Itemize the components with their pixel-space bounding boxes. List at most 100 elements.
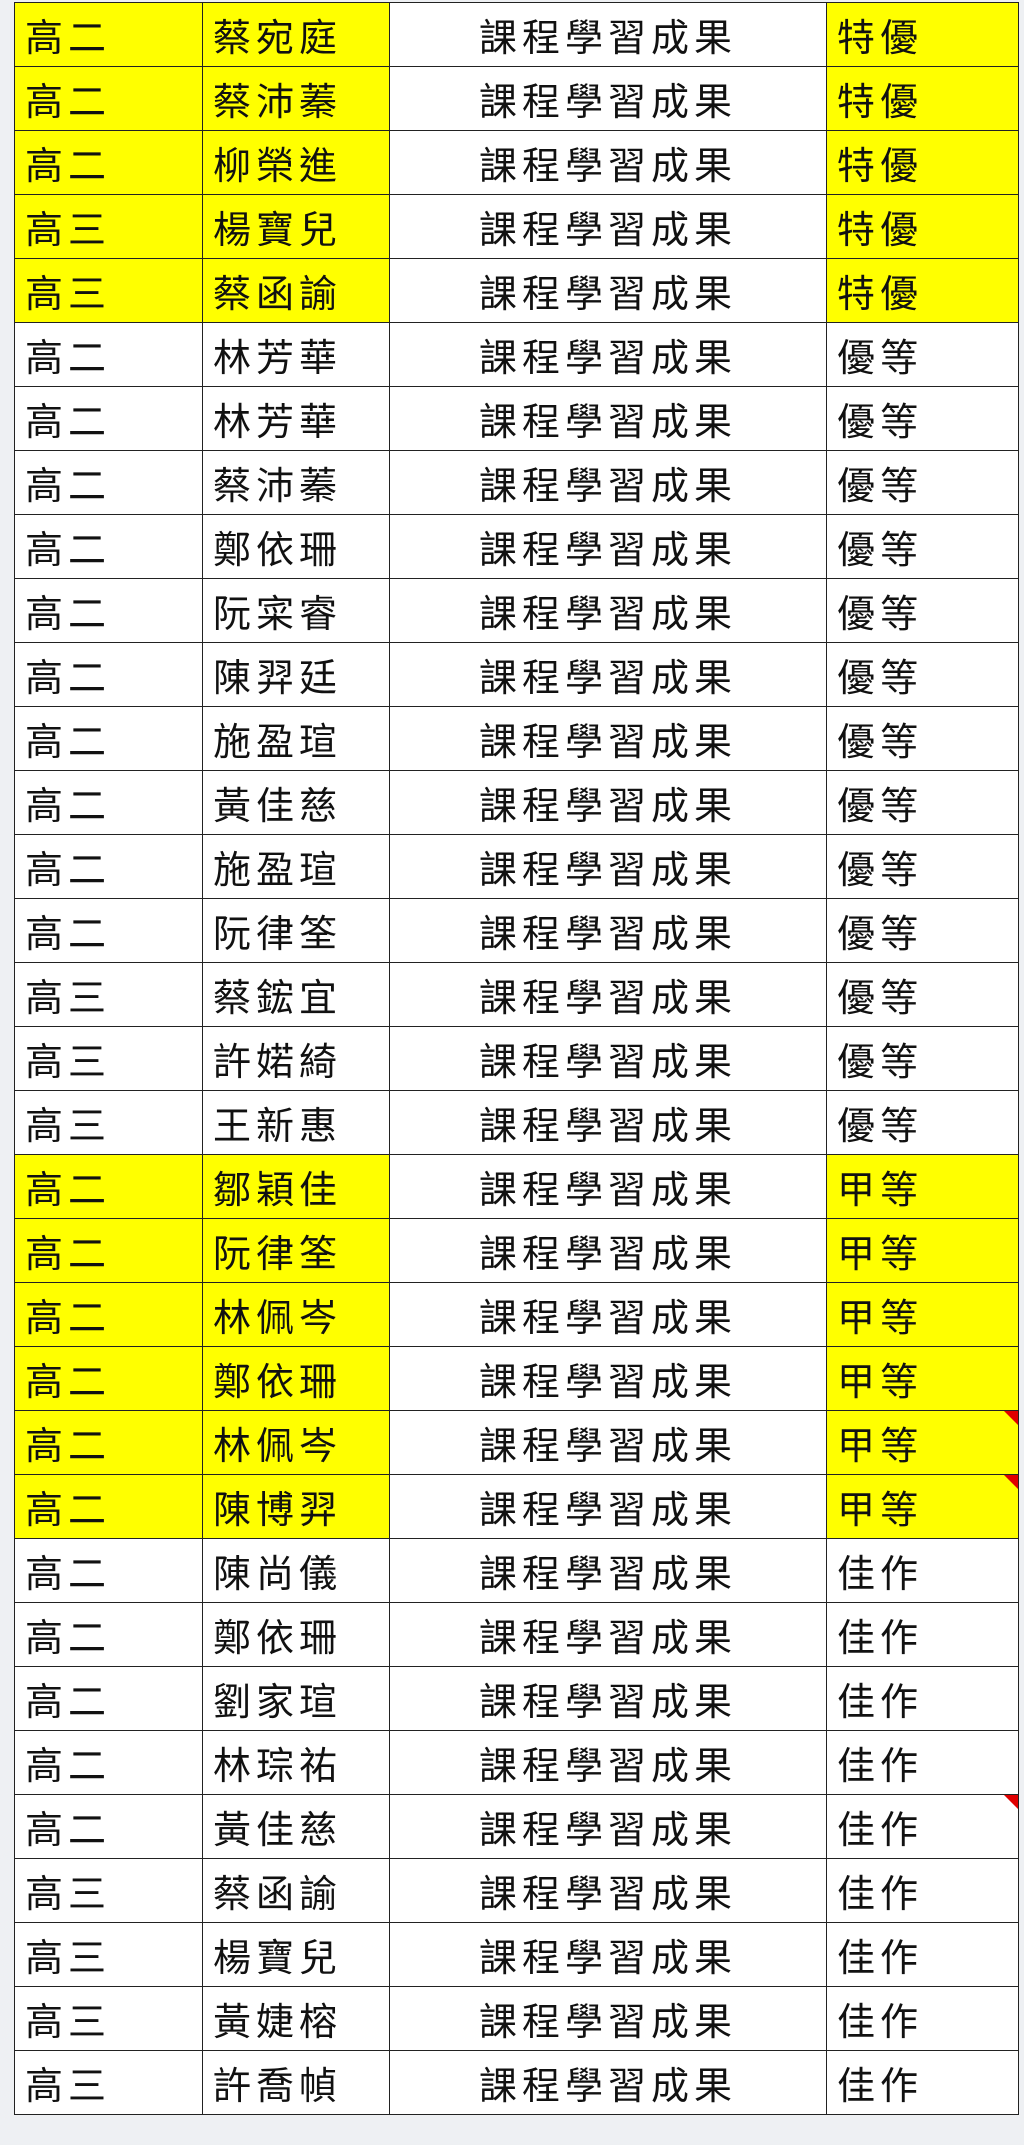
- grade-cell: 高二: [14, 1474, 203, 1539]
- grade-cell: 高二: [14, 642, 203, 707]
- table-row: 高三 黃婕榕 課程學習成果 佳作: [14, 1986, 1019, 2051]
- grade-cell: 高二: [14, 1282, 203, 1347]
- table-row: 高二 陳尚儀 課程學習成果 佳作: [14, 1538, 1019, 1603]
- category-cell: 課程學習成果: [389, 130, 827, 195]
- award-cell: 優等: [826, 322, 1019, 387]
- table-row: 高三 楊寶兒 課程學習成果 特優: [14, 194, 1019, 259]
- comment-indicator: [1004, 1795, 1018, 1809]
- table-row: 高二 鄭依珊 課程學習成果 優等: [14, 514, 1019, 579]
- category-cell: 課程學習成果: [389, 642, 827, 707]
- table-row: 高二 阮律筌 課程學習成果 優等: [14, 898, 1019, 963]
- grade-cell: 高二: [14, 1666, 203, 1731]
- table-row: 高二 劉家瑄 課程學習成果 佳作: [14, 1666, 1019, 1731]
- grade-cell: 高二: [14, 1602, 203, 1667]
- name-cell: 黃婕榕: [202, 1986, 390, 2051]
- category-cell: 課程學習成果: [389, 962, 827, 1027]
- name-cell: 蔡鋐宜: [202, 962, 390, 1027]
- table-row: 高二 林芳華 課程學習成果 優等: [14, 322, 1019, 387]
- category-cell: 課程學習成果: [389, 1282, 827, 1347]
- name-cell: 柳榮進: [202, 130, 390, 195]
- name-cell: 陳尚儀: [202, 1538, 390, 1603]
- grade-cell: 高二: [14, 514, 203, 579]
- table-row: 高二 黃佳慈 課程學習成果 優等: [14, 770, 1019, 835]
- name-cell: 林芳華: [202, 386, 390, 451]
- award-table: 高二 蔡宛庭 課程學習成果 特優 高二 蔡沛蓁 課程學習成果 特優 高二 柳榮進 課程學習成果 特優高…: [14, 2, 1019, 2115]
- award-cell: 優等: [826, 706, 1019, 771]
- name-cell: 鄭依珊: [202, 1602, 390, 1667]
- name-cell: 林佩岑: [202, 1410, 390, 1475]
- award-cell: 甲等: [826, 1282, 1019, 1347]
- award-cell: 特優: [826, 194, 1019, 259]
- name-cell: 阮寀睿: [202, 578, 390, 643]
- table-row: 高二 蔡沛蓁 課程學習成果 優等: [14, 450, 1019, 515]
- table-row: 高二 林佩岑 課程學習成果 甲等: [14, 1410, 1019, 1475]
- grade-cell: 高三: [14, 2050, 203, 2115]
- grade-cell: 高三: [14, 962, 203, 1027]
- award-cell: 優等: [826, 770, 1019, 835]
- grade-cell: 高二: [14, 1346, 203, 1411]
- award-cell: 佳作: [826, 1602, 1019, 1667]
- table-row: 高三 蔡鋐宜 課程學習成果 優等: [14, 962, 1019, 1027]
- name-cell: 許婼綺: [202, 1026, 390, 1091]
- grade-cell: 高三: [14, 1986, 203, 2051]
- name-cell: 鄭依珊: [202, 514, 390, 579]
- table-row: 高二 柳榮進 課程學習成果 特優: [14, 130, 1019, 195]
- category-cell: 課程學習成果: [389, 770, 827, 835]
- table-row: 高三 蔡函諭 課程學習成果 特優: [14, 258, 1019, 323]
- award-cell: 特優: [826, 66, 1019, 131]
- award-cell: 甲等: [826, 1474, 1019, 1539]
- award-cell: 優等: [826, 1090, 1019, 1155]
- name-cell: 蔡宛庭: [202, 2, 390, 67]
- award-cell: 甲等: [826, 1346, 1019, 1411]
- category-cell: 課程學習成果: [389, 1090, 827, 1155]
- name-cell: 楊寶兒: [202, 194, 390, 259]
- table-row: 高二 林琮祐 課程學習成果 佳作: [14, 1730, 1019, 1795]
- table-row: 高二 施盈瑄 課程學習成果 優等: [14, 834, 1019, 899]
- award-cell: 佳作: [826, 1666, 1019, 1731]
- award-cell: 甲等: [826, 1410, 1019, 1475]
- grade-cell: 高二: [14, 2, 203, 67]
- table-row: 高二 阮寀睿 課程學習成果 優等: [14, 578, 1019, 643]
- category-cell: 課程學習成果: [389, 1410, 827, 1475]
- name-cell: 陳博羿: [202, 1474, 390, 1539]
- award-cell: 優等: [826, 514, 1019, 579]
- award-cell: 佳作: [826, 1730, 1019, 1795]
- table-row: 高二 黃佳慈 課程學習成果 佳作: [14, 1794, 1019, 1859]
- table-row: 高二 鄭依珊 課程學習成果 甲等: [14, 1346, 1019, 1411]
- award-cell: 優等: [826, 834, 1019, 899]
- table-row: 高二 林佩岑 課程學習成果 甲等: [14, 1282, 1019, 1347]
- award-cell: 特優: [826, 2, 1019, 67]
- table-row: 高二 施盈瑄 課程學習成果 優等: [14, 706, 1019, 771]
- name-cell: 林琮祐: [202, 1730, 390, 1795]
- grade-cell: 高二: [14, 66, 203, 131]
- award-cell: 優等: [826, 450, 1019, 515]
- name-cell: 蔡函諭: [202, 1858, 390, 1923]
- table-row: 高三 王新惠 課程學習成果 優等: [14, 1090, 1019, 1155]
- name-cell: 王新惠: [202, 1090, 390, 1155]
- category-cell: 課程學習成果: [389, 450, 827, 515]
- category-cell: 課程學習成果: [389, 1026, 827, 1091]
- grade-cell: 高二: [14, 322, 203, 387]
- grade-cell: 高二: [14, 450, 203, 515]
- category-cell: 課程學習成果: [389, 1538, 827, 1603]
- table-row: 高二 蔡沛蓁 課程學習成果 特優: [14, 66, 1019, 131]
- category-cell: 課程學習成果: [389, 1986, 827, 2051]
- grade-cell: 高二: [14, 1410, 203, 1475]
- award-cell: 優等: [826, 386, 1019, 451]
- grade-cell: 高二: [14, 578, 203, 643]
- name-cell: 鄒穎佳: [202, 1154, 390, 1219]
- grade-cell: 高二: [14, 1218, 203, 1283]
- grade-cell: 高三: [14, 194, 203, 259]
- name-cell: 劉家瑄: [202, 1666, 390, 1731]
- award-cell: 優等: [826, 1026, 1019, 1091]
- table-row: 高二 陳博羿 課程學習成果 甲等: [14, 1474, 1019, 1539]
- grade-cell: 高三: [14, 1858, 203, 1923]
- grade-cell: 高二: [14, 386, 203, 451]
- category-cell: 課程學習成果: [389, 2, 827, 67]
- award-cell: 特優: [826, 130, 1019, 195]
- table-row: 高三 楊寶兒 課程學習成果 佳作: [14, 1922, 1019, 1987]
- name-cell: 林芳華: [202, 322, 390, 387]
- award-cell: 佳作: [826, 1922, 1019, 1987]
- award-cell: 佳作: [826, 2050, 1019, 2115]
